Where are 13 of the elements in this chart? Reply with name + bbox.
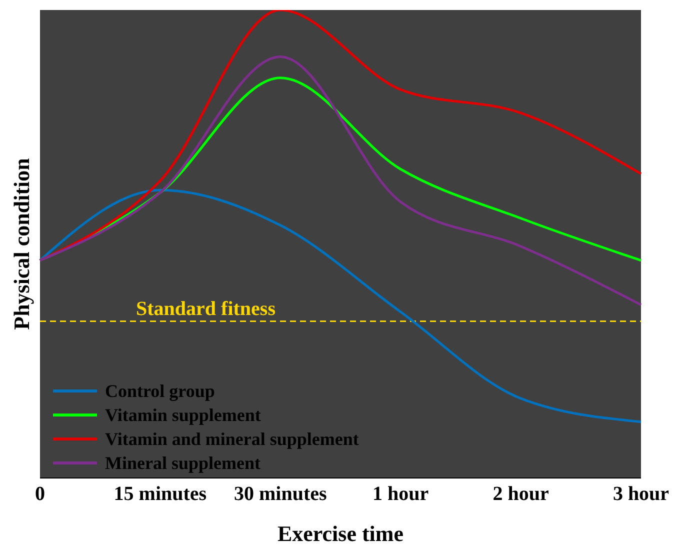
legend-label: Mineral supplement [105,452,260,474]
x-tick-label: 1 hour [372,483,429,506]
x-tick-label: 30 minutes [234,483,327,506]
ref-line-label: Standard fitness [136,298,276,320]
x-tick-label: 15 minutes [114,483,207,506]
legend-label: Vitamin and mineral supplement [105,428,359,450]
legend-label: Vitamin supplement [105,404,261,426]
x-tick-label: 2 hour [492,483,549,506]
x-axis-title: Exercise time [277,521,404,546]
legend-label: Control group [105,380,215,402]
x-tick-label: 3 hour [612,483,670,506]
x-tick-label: 0 [35,483,45,506]
y-axis-title: Physical condition [9,158,35,330]
